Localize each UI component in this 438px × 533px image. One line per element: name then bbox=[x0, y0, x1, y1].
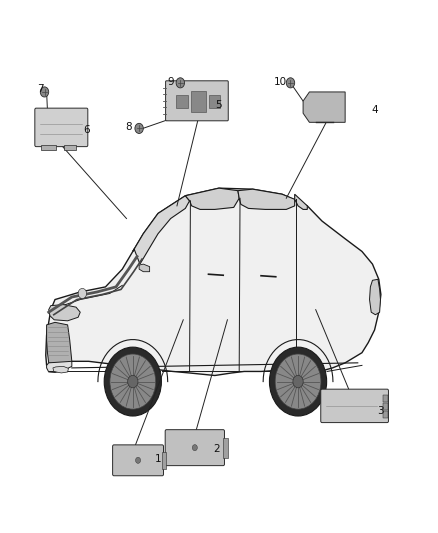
Text: 10: 10 bbox=[273, 77, 286, 87]
Text: 5: 5 bbox=[215, 100, 223, 110]
Polygon shape bbox=[303, 92, 345, 122]
FancyBboxPatch shape bbox=[383, 411, 388, 418]
FancyBboxPatch shape bbox=[176, 95, 188, 108]
Circle shape bbox=[104, 347, 161, 416]
FancyBboxPatch shape bbox=[41, 145, 56, 150]
Circle shape bbox=[40, 87, 49, 97]
Text: 4: 4 bbox=[371, 104, 378, 115]
FancyBboxPatch shape bbox=[113, 445, 163, 476]
Polygon shape bbox=[49, 305, 80, 321]
Circle shape bbox=[176, 78, 184, 88]
Text: 2: 2 bbox=[214, 444, 220, 454]
Text: 1: 1 bbox=[155, 454, 161, 464]
Polygon shape bbox=[53, 366, 68, 373]
Text: 8: 8 bbox=[125, 123, 132, 132]
Text: 6: 6 bbox=[83, 125, 90, 135]
FancyBboxPatch shape bbox=[64, 145, 76, 150]
Polygon shape bbox=[238, 189, 295, 209]
Polygon shape bbox=[46, 188, 381, 376]
Circle shape bbox=[127, 375, 138, 388]
FancyBboxPatch shape bbox=[321, 389, 389, 423]
Polygon shape bbox=[46, 361, 72, 373]
FancyBboxPatch shape bbox=[209, 95, 220, 108]
Polygon shape bbox=[133, 196, 190, 264]
Circle shape bbox=[269, 347, 327, 416]
FancyBboxPatch shape bbox=[383, 403, 388, 410]
Circle shape bbox=[78, 288, 87, 298]
FancyBboxPatch shape bbox=[165, 430, 224, 466]
Circle shape bbox=[192, 445, 198, 451]
Circle shape bbox=[293, 375, 303, 388]
Polygon shape bbox=[46, 322, 72, 364]
FancyBboxPatch shape bbox=[191, 91, 206, 112]
Polygon shape bbox=[295, 194, 307, 209]
Polygon shape bbox=[139, 264, 150, 272]
Circle shape bbox=[135, 123, 143, 133]
Text: 3: 3 bbox=[378, 406, 384, 416]
FancyBboxPatch shape bbox=[166, 81, 228, 121]
Circle shape bbox=[286, 78, 295, 88]
Text: 9: 9 bbox=[167, 77, 174, 87]
FancyBboxPatch shape bbox=[383, 395, 388, 402]
Circle shape bbox=[135, 457, 141, 463]
FancyBboxPatch shape bbox=[162, 452, 166, 469]
Circle shape bbox=[110, 354, 155, 409]
FancyBboxPatch shape bbox=[35, 108, 88, 147]
Polygon shape bbox=[370, 279, 381, 314]
Polygon shape bbox=[185, 188, 239, 209]
FancyBboxPatch shape bbox=[223, 438, 228, 457]
Circle shape bbox=[275, 354, 321, 409]
Text: 7: 7 bbox=[37, 84, 44, 94]
